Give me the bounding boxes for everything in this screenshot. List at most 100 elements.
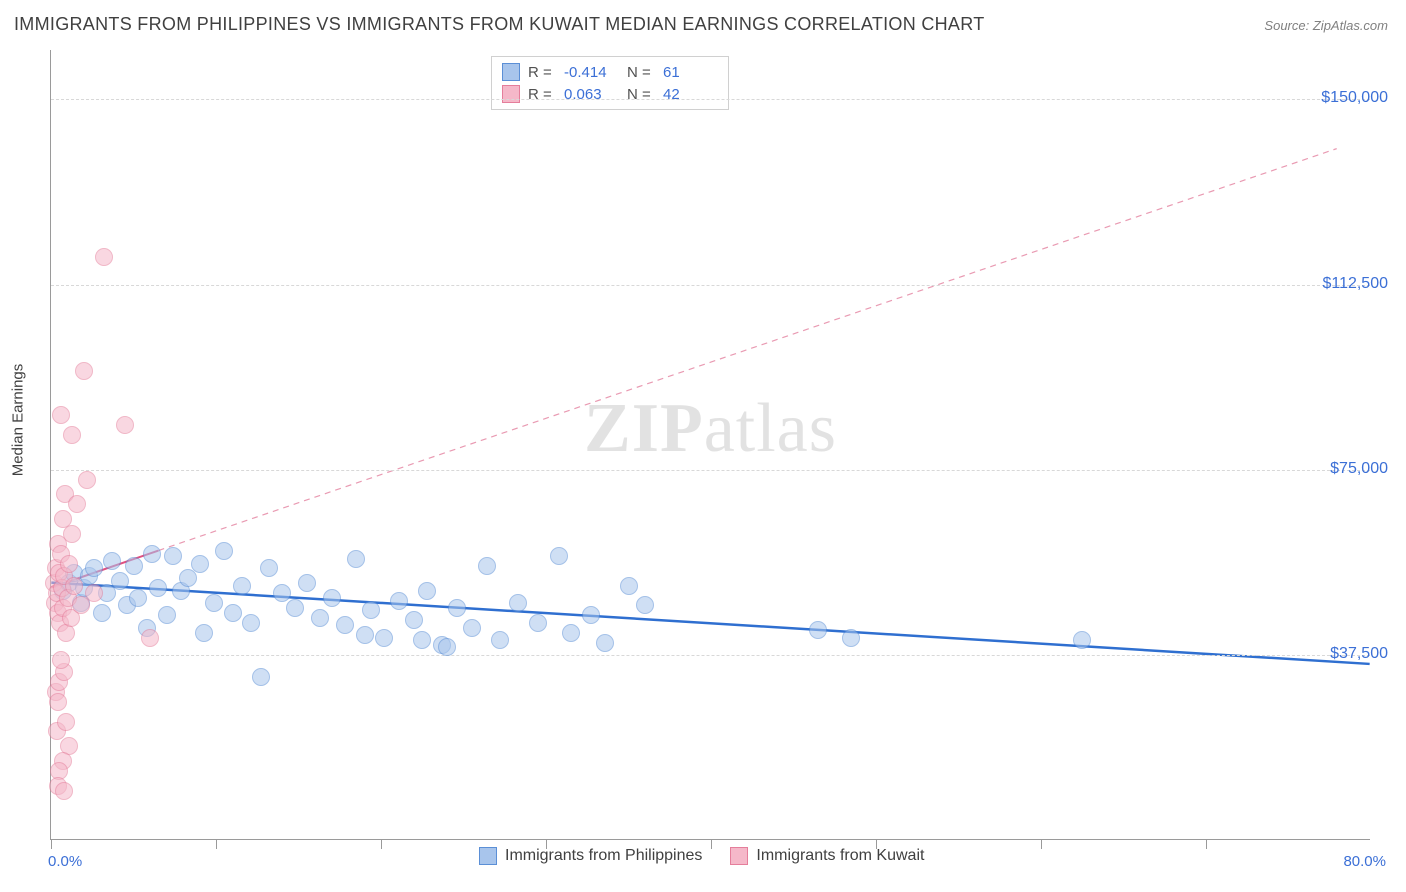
x-tick: [381, 839, 382, 849]
scatter-point-kuwait: [49, 693, 67, 711]
scatter-point-philippines: [448, 599, 466, 617]
scatter-point-philippines: [224, 604, 242, 622]
scatter-point-philippines: [179, 569, 197, 587]
scatter-point-philippines: [362, 601, 380, 619]
scatter-point-philippines: [562, 624, 580, 642]
scatter-point-philippines: [93, 604, 111, 622]
n-label: N =: [627, 64, 655, 81]
scatter-point-philippines: [149, 579, 167, 597]
scatter-point-philippines: [620, 577, 638, 595]
scatter-point-philippines: [809, 621, 827, 639]
y-tick-label: $37,500: [1330, 645, 1388, 663]
scatter-point-philippines: [233, 577, 251, 595]
scatter-point-philippines: [273, 584, 291, 602]
scatter-point-philippines: [103, 552, 121, 570]
correlation-row-kuwait: R = 0.063 N = 42: [502, 83, 718, 105]
gridline: [51, 655, 1370, 656]
legend-label-kuwait: Immigrants from Kuwait: [756, 847, 924, 865]
scatter-point-philippines: [1073, 631, 1091, 649]
scatter-point-kuwait: [65, 577, 83, 595]
scatter-point-kuwait: [85, 584, 103, 602]
scatter-point-philippines: [413, 631, 431, 649]
scatter-point-philippines: [298, 574, 316, 592]
scatter-point-philippines: [842, 629, 860, 647]
scatter-point-philippines: [311, 609, 329, 627]
scatter-point-kuwait: [63, 525, 81, 543]
scatter-point-philippines: [529, 614, 547, 632]
swatch-kuwait: [730, 847, 748, 865]
swatch-philippines: [479, 847, 497, 865]
r-label: R =: [528, 64, 556, 81]
legend-label-philippines: Immigrants from Philippines: [505, 847, 702, 865]
scatter-point-philippines: [550, 547, 568, 565]
scatter-point-kuwait: [78, 471, 96, 489]
source-value: ZipAtlas.com: [1313, 18, 1388, 33]
scatter-point-kuwait: [141, 629, 159, 647]
scatter-point-philippines: [164, 547, 182, 565]
scatter-point-philippines: [491, 631, 509, 649]
scatter-point-philippines: [463, 619, 481, 637]
legend-item-kuwait: Immigrants from Kuwait: [730, 847, 924, 865]
scatter-point-kuwait: [57, 713, 75, 731]
series-legend: Immigrants from Philippines Immigrants f…: [479, 847, 924, 865]
scatter-point-philippines: [260, 559, 278, 577]
scatter-point-philippines: [323, 589, 341, 607]
n-value-philippines: 61: [663, 64, 718, 81]
y-tick-label: $150,000: [1321, 89, 1388, 107]
correlation-row-philippines: R = -0.414 N = 61: [502, 61, 718, 83]
scatter-point-philippines: [125, 557, 143, 575]
trendlines-layer: [51, 50, 1370, 839]
scatter-point-philippines: [418, 582, 436, 600]
scatter-point-philippines: [286, 599, 304, 617]
scatter-point-kuwait: [52, 651, 70, 669]
x-axis-start-label: 0.0%: [48, 853, 82, 870]
scatter-point-kuwait: [116, 416, 134, 434]
scatter-point-philippines: [215, 542, 233, 560]
correlation-legend: R = -0.414 N = 61 R = 0.063 N = 42: [491, 56, 729, 110]
x-tick: [1041, 839, 1042, 849]
x-tick: [876, 839, 877, 849]
x-tick: [216, 839, 217, 849]
scatter-point-philippines: [205, 594, 223, 612]
scatter-point-philippines: [356, 626, 374, 644]
scatter-point-kuwait: [68, 495, 86, 513]
chart-title: IMMIGRANTS FROM PHILIPPINES VS IMMIGRANT…: [14, 14, 985, 35]
gridline: [51, 285, 1370, 286]
scatter-point-philippines: [636, 596, 654, 614]
plot-area: ZIPatlas R = -0.414 N = 61 R = 0.063 N =…: [50, 50, 1370, 840]
x-tick: [1206, 839, 1207, 849]
gridline: [51, 99, 1370, 100]
scatter-point-philippines: [390, 592, 408, 610]
scatter-point-philippines: [438, 638, 456, 656]
y-tick-label: $75,000: [1330, 460, 1388, 478]
scatter-point-philippines: [405, 611, 423, 629]
scatter-point-philippines: [191, 555, 209, 573]
scatter-point-philippines: [347, 550, 365, 568]
scatter-point-philippines: [195, 624, 213, 642]
r-value-philippines: -0.414: [564, 64, 619, 81]
x-tick: [546, 839, 547, 849]
x-tick: [51, 839, 52, 849]
scatter-point-kuwait: [52, 406, 70, 424]
scatter-point-philippines: [111, 572, 129, 590]
gridline: [51, 470, 1370, 471]
scatter-point-kuwait: [60, 555, 78, 573]
scatter-point-philippines: [85, 559, 103, 577]
y-tick-label: $112,500: [1322, 275, 1388, 293]
y-axis-label: Median Earnings: [10, 364, 27, 477]
scatter-point-philippines: [242, 614, 260, 632]
source-label: Source:: [1264, 18, 1309, 33]
scatter-point-philippines: [158, 606, 176, 624]
scatter-point-kuwait: [63, 426, 81, 444]
legend-item-philippines: Immigrants from Philippines: [479, 847, 702, 865]
swatch-philippines: [502, 63, 520, 81]
scatter-point-philippines: [143, 545, 161, 563]
scatter-point-philippines: [129, 589, 147, 607]
scatter-point-philippines: [478, 557, 496, 575]
scatter-point-philippines: [336, 616, 354, 634]
scatter-point-kuwait: [55, 782, 73, 800]
scatter-point-kuwait: [95, 248, 113, 266]
scatter-point-philippines: [252, 668, 270, 686]
scatter-point-philippines: [375, 629, 393, 647]
chart-container: IMMIGRANTS FROM PHILIPPINES VS IMMIGRANT…: [0, 0, 1406, 892]
